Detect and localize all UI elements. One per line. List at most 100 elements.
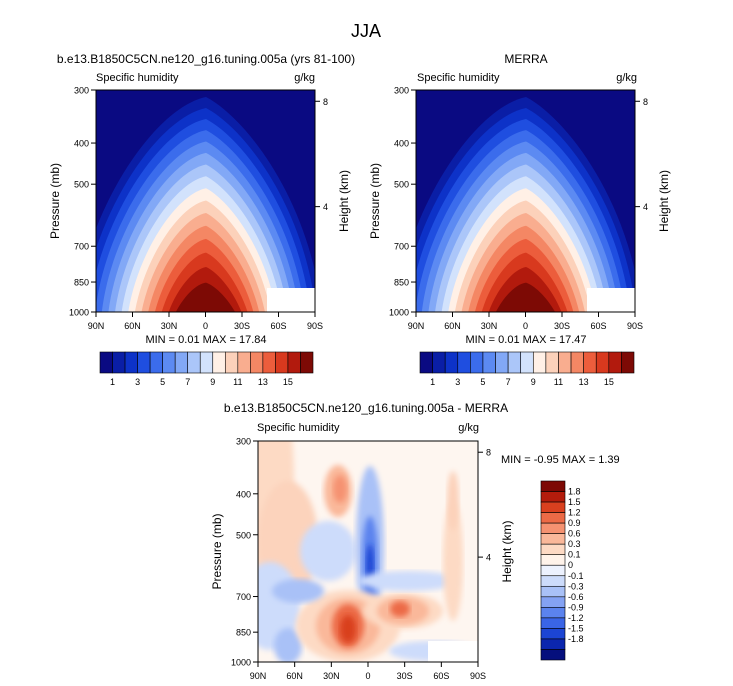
colorbar-swatch (99, 351, 113, 374)
colorbar-swatch (162, 351, 176, 374)
x-tick-label: 90N (408, 321, 425, 331)
colorbar-swatch (540, 628, 566, 640)
colorbar-tick-label: -0.6 (568, 592, 584, 602)
y-tick-label: 700 (74, 242, 89, 252)
y2-tick-label: 4 (486, 553, 491, 563)
x-tick-label: 30N (481, 321, 498, 331)
colorbar-swatch (540, 554, 566, 566)
x-tick-label: 90S (470, 671, 486, 681)
colorbar-swatch (149, 351, 163, 374)
y-tick-label: 400 (236, 489, 251, 499)
colorbar-tick-label: 5 (160, 377, 165, 387)
colorbar-swatch (540, 617, 566, 629)
contour-fill (340, 615, 356, 643)
units-label: g/kg (458, 422, 479, 434)
y-tick-label: 700 (394, 242, 409, 252)
colorbar-swatch (124, 351, 138, 374)
colorbar-tick-label: 11 (233, 377, 242, 387)
colorbar-tick-label: -1.8 (568, 634, 584, 644)
x-tick-label: 0 (365, 671, 370, 681)
panel-difference: b.e13.B1850C5CN.ne120_g16.tuning.005a - … (210, 401, 620, 681)
colorbar-swatch (275, 351, 289, 374)
x-tick-label: 30N (323, 671, 340, 681)
y-tick-label: 300 (74, 86, 89, 96)
y2-tick-label: 8 (486, 448, 491, 458)
panel-title: MERRA (504, 52, 547, 66)
axes: 300 400 500 700 850 1000 90N 60N 30N 0 30S 60S 90S 8 4… (48, 86, 351, 332)
heatmap-contours (258, 441, 478, 662)
colorbar-tick-label: -0.3 (568, 581, 584, 591)
colorbar-tick-label: 9 (210, 377, 215, 387)
x-tick-label: 30S (554, 321, 570, 331)
contour-fill (272, 579, 324, 603)
y-tick-label: 400 (74, 139, 89, 149)
x-tick-label: 60N (286, 671, 303, 681)
panel-title: b.e13.B1850C5CN.ne120_g16.tuning.005a - … (224, 401, 508, 415)
contour-fill (358, 571, 458, 591)
colorbar-tick-label: 1.2 (568, 508, 581, 518)
colorbar-swatch (224, 351, 239, 374)
colorbar-tick-label: 13 (258, 377, 268, 387)
colorbar-tick-label: -1.2 (568, 613, 584, 623)
x-tick-label: 30N (161, 321, 178, 331)
x-tick-label: 90S (307, 321, 323, 331)
colorbar-swatch (507, 351, 522, 374)
y-tick-label: 850 (74, 278, 89, 288)
x-tick-label: 30S (397, 671, 413, 681)
heatmap-contours (416, 90, 635, 312)
colorbar-tick-label: 15 (604, 377, 614, 387)
units-label: g/kg (616, 72, 637, 84)
colorbar-tick-label: 5 (480, 377, 485, 387)
y-tick-label: 300 (394, 86, 409, 96)
x-tick-label: 90N (250, 671, 267, 681)
colorbar: 1 3 5 7 9 11 13 15 (419, 351, 635, 387)
missing-data-mask (428, 641, 478, 662)
colorbar-swatch (470, 351, 484, 374)
y-tick-label: 850 (394, 278, 409, 288)
colorbar-tick-label: 1.8 (568, 487, 581, 497)
colorbar-tick-label: 9 (531, 377, 536, 387)
colorbar-tick-label: 0.9 (568, 518, 581, 528)
colorbar-swatch (540, 607, 566, 619)
colorbar-swatch (621, 351, 635, 374)
x-tick-label: 60N (444, 321, 461, 331)
colorbar-swatch (457, 351, 471, 374)
y-tick-label: 300 (236, 437, 251, 447)
colorbar-tick-label: 7 (506, 377, 511, 387)
x-tick-label: 30S (234, 321, 250, 331)
colorbar-tick-label: 15 (283, 377, 293, 387)
x-tick-label: 0 (523, 321, 528, 331)
colorbar-tick-label: -0.1 (568, 571, 584, 581)
colorbar-swatch (608, 351, 622, 374)
y2-tick-label: 8 (323, 97, 328, 107)
y-tick-label: 1000 (231, 658, 251, 668)
y2-tick-label: 8 (643, 97, 648, 107)
colorbar-swatch (419, 351, 433, 374)
colorbar-swatch (540, 512, 566, 524)
colorbar-swatch (237, 351, 251, 374)
colorbar: 1 3 5 7 9 11 13 15 (99, 351, 314, 387)
colorbar-swatch (174, 351, 189, 374)
colorbar-swatch (540, 501, 566, 513)
contour-fill (175, 282, 236, 312)
panel-merra: MERRA Specific humidity g/kg 30040050070… (368, 52, 671, 387)
contour-fill (495, 282, 556, 312)
y-axis-label: Pressure (mb) (210, 513, 224, 589)
colorbar-tick-label: 13 (579, 377, 589, 387)
y-tick-label: 850 (236, 628, 251, 638)
colorbar-swatch (595, 351, 610, 374)
y2-tick-label: 4 (323, 202, 328, 212)
colorbar: 1.81.51.20.90.60.30.10-0.1-0.3-0.6-0.9-1… (540, 480, 584, 661)
colorbar-swatch (540, 596, 566, 608)
contour-fill (274, 628, 302, 662)
colorbar-swatch (540, 638, 566, 650)
colorbar-tick-label: -0.9 (568, 602, 584, 612)
colorbar-swatch (532, 351, 547, 374)
minmax-label: MIN = -0.95 MAX = 1.39 (501, 454, 620, 466)
units-label: g/kg (294, 72, 315, 84)
contour-fill (300, 521, 356, 581)
missing-data-mask (587, 288, 635, 312)
figure-title: JJA (351, 21, 381, 41)
y-tick-label: 500 (394, 180, 409, 190)
